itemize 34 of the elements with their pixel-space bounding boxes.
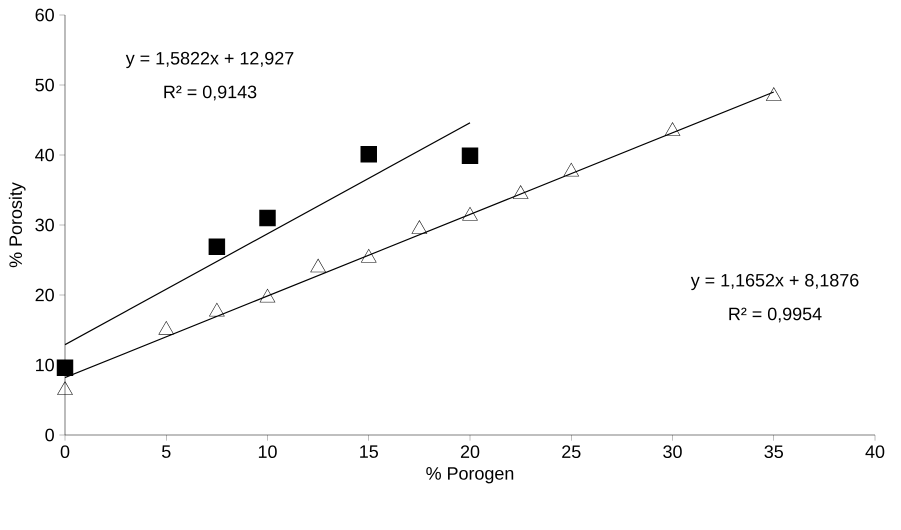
y-axis-title: % Porosity	[8, 182, 26, 268]
y-tick-label: 60	[36, 8, 54, 22]
x-tick-label: 15	[360, 445, 378, 458]
point	[462, 207, 478, 220]
y-tick-label: 50	[35, 78, 54, 92]
x-tick-label: 10	[258, 445, 277, 458]
point	[209, 302, 225, 316]
annotation: R² = 0,9143	[164, 86, 256, 100]
x-tick-label: 35	[764, 445, 783, 458]
x-tick-label: 40	[865, 445, 884, 458]
point	[766, 87, 782, 101]
point	[361, 249, 376, 262]
x-tick-label: 5	[162, 445, 170, 458]
x-axis-title: % Porogen	[426, 467, 514, 484]
y-tick-label: 20	[36, 288, 54, 302]
point	[158, 321, 174, 335]
point	[664, 122, 680, 136]
point	[412, 220, 428, 234]
y-tick-label: 40	[35, 148, 54, 162]
annotation: y = 1,5822x + 12,927	[126, 52, 294, 68]
point	[310, 258, 326, 272]
x-tick-label: 30	[663, 445, 682, 458]
annotation: R² = 0,9954	[729, 308, 822, 322]
y-tick-label: 10	[36, 358, 54, 372]
x-tick-label: 25	[562, 445, 580, 458]
y-tick-label: 0	[45, 428, 54, 442]
annotation: y = 1,1652x + 8,1876	[690, 274, 858, 290]
y-tick-label: 30	[35, 218, 54, 232]
x-tick-label: 0	[60, 445, 70, 458]
point	[564, 162, 579, 176]
point	[57, 381, 73, 395]
x-tick-label: 20	[460, 445, 480, 458]
point	[512, 185, 528, 199]
point	[260, 288, 276, 302]
